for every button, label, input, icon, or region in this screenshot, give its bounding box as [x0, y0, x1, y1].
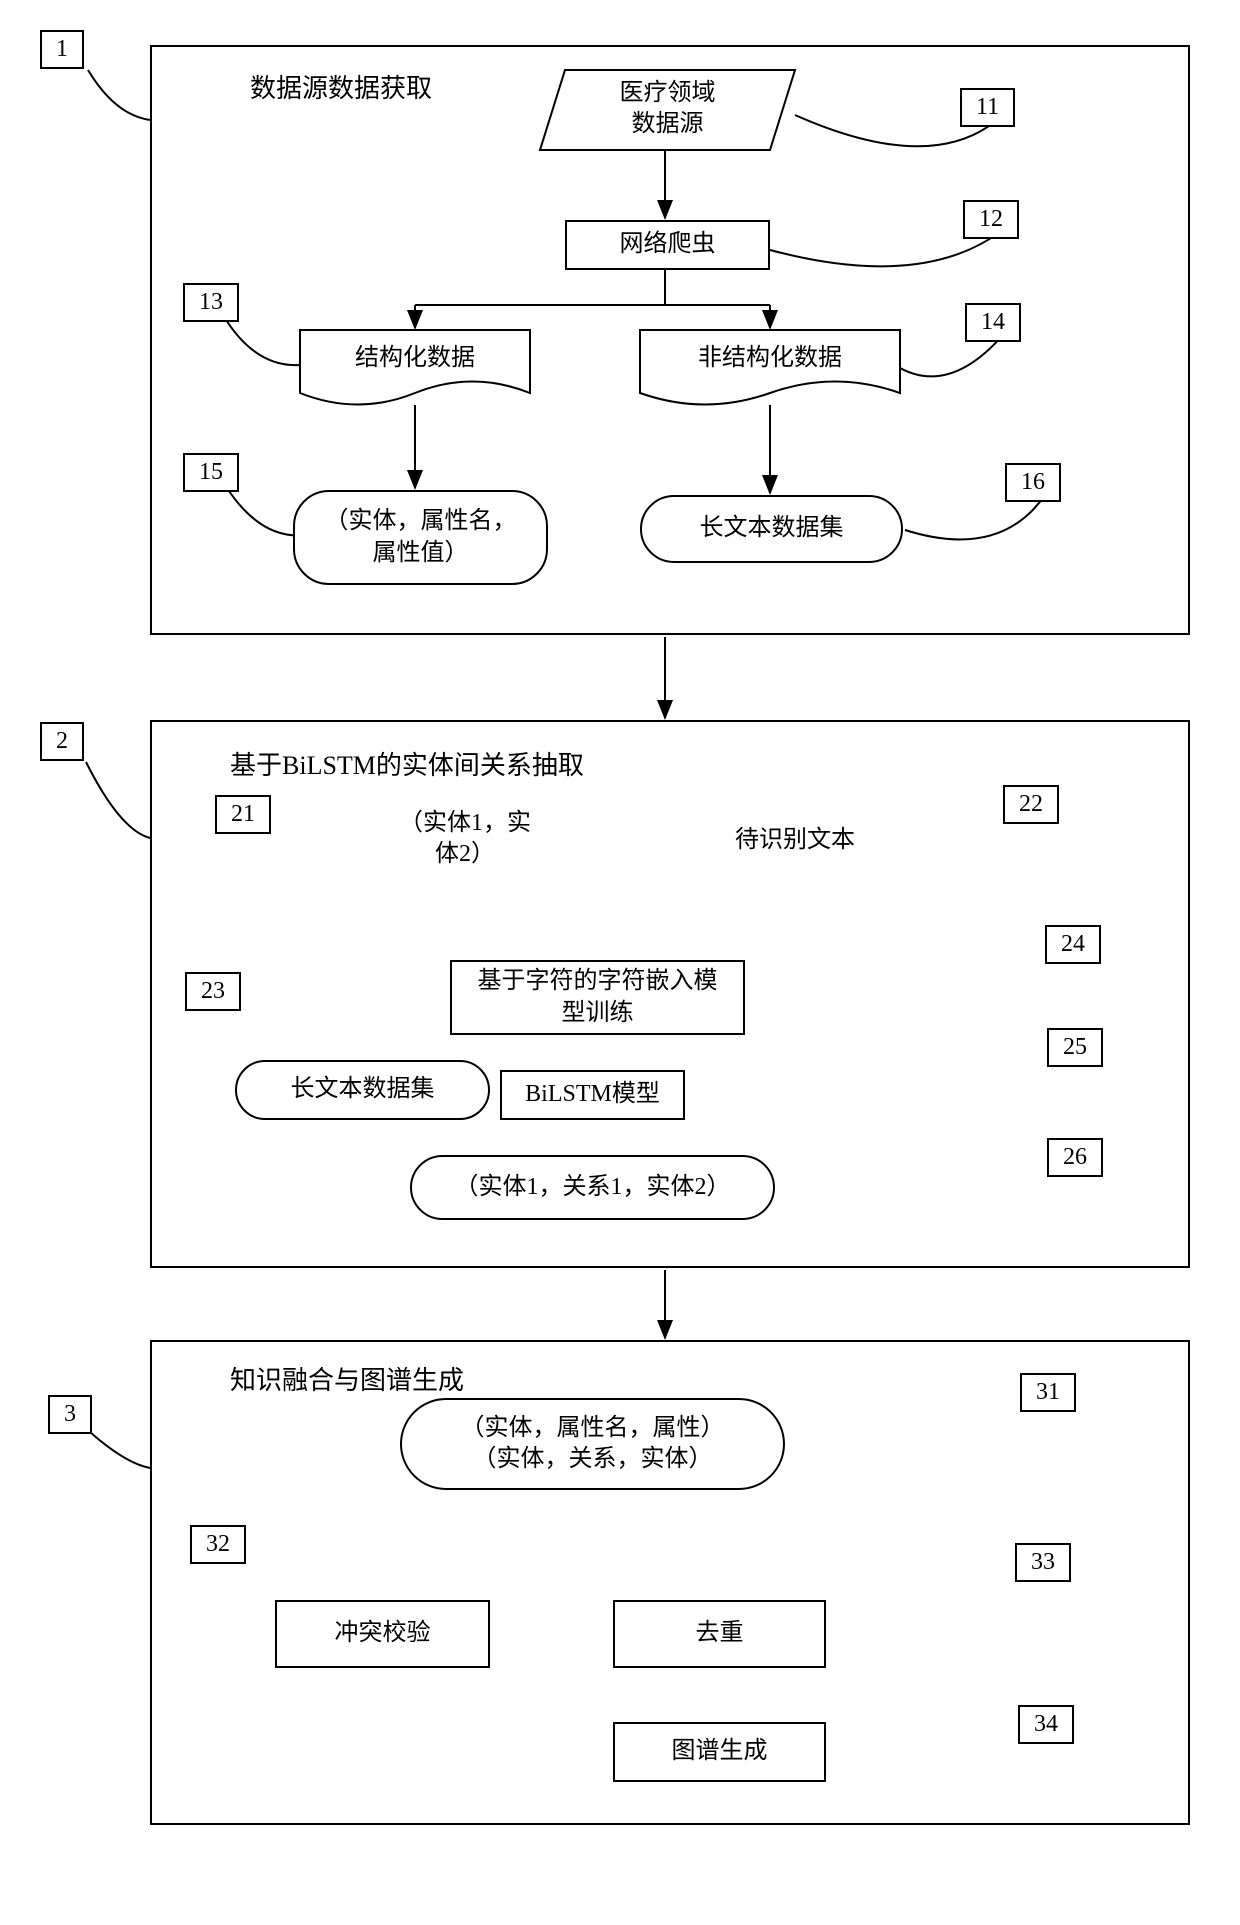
- node-23: 长文本数据集: [235, 1060, 490, 1120]
- section-3-number: 3: [48, 1395, 92, 1434]
- node-32-number: 32: [190, 1525, 246, 1564]
- node-31-number: 31: [1020, 1373, 1076, 1412]
- node-25-number: 25: [1047, 1028, 1103, 1067]
- node-14-label: 非结构化数据: [640, 343, 900, 374]
- node-15-number: 15: [183, 453, 239, 492]
- node-13-label: 结构化数据: [300, 343, 530, 374]
- node-15: （实体，属性名，属性值）: [293, 490, 548, 585]
- node-23-number: 23: [185, 972, 241, 1011]
- node-22-number: 22: [1003, 785, 1059, 824]
- node-32-label: 冲突校验: [335, 1618, 431, 1649]
- node-25-label: BiLSTM模型: [525, 1079, 660, 1110]
- node-25: BiLSTM模型: [500, 1070, 685, 1120]
- section-2-number: 2: [40, 722, 84, 761]
- section-2-title: 基于BiLSTM的实体间关系抽取: [230, 745, 584, 782]
- node-32: 冲突校验: [275, 1600, 490, 1668]
- node-22-label: 待识别文本: [665, 825, 925, 856]
- node-23-label: 长文本数据集: [291, 1074, 435, 1105]
- node-33-label: 去重: [696, 1618, 744, 1649]
- node-31-label: （实体，属性名，属性）（实体，关系，实体）: [461, 1413, 725, 1475]
- node-21-label: （实体1，实体2）: [340, 808, 590, 870]
- node-26-number: 26: [1047, 1138, 1103, 1177]
- node-12: 网络爬虫: [565, 220, 770, 270]
- node-24: 基于字符的字符嵌入模型训练: [450, 960, 745, 1035]
- section-1-title: 数据源数据获取: [250, 68, 432, 105]
- node-21-number: 21: [215, 795, 271, 834]
- node-26: （实体1，关系1，实体2）: [410, 1155, 775, 1220]
- node-16-label: 长文本数据集: [700, 513, 844, 544]
- node-11-number: 11: [960, 88, 1015, 127]
- node-34-number: 34: [1018, 1705, 1074, 1744]
- node-26-label: （实体1，关系1，实体2）: [455, 1172, 731, 1203]
- node-15-label: （实体，属性名，属性值）: [325, 506, 517, 568]
- node-31: （实体，属性名，属性）（实体，关系，实体）: [400, 1398, 785, 1490]
- node-12-label: 网络爬虫: [620, 229, 716, 260]
- node-13-number: 13: [183, 283, 239, 322]
- node-16-number: 16: [1005, 463, 1061, 502]
- node-14-number: 14: [965, 303, 1021, 342]
- node-12-number: 12: [963, 200, 1019, 239]
- node-24-number: 24: [1045, 925, 1101, 964]
- node-33: 去重: [613, 1600, 826, 1668]
- section-3-title: 知识融合与图谱生成: [230, 1360, 464, 1397]
- node-16: 长文本数据集: [640, 495, 903, 563]
- node-34: 图谱生成: [613, 1722, 826, 1782]
- node-24-label: 基于字符的字符嵌入模型训练: [478, 966, 718, 1028]
- node-11-label: 医疗领域数据源: [555, 78, 780, 140]
- node-33-number: 33: [1015, 1543, 1071, 1582]
- node-34-label: 图谱生成: [672, 1736, 768, 1767]
- section-1-number: 1: [40, 30, 84, 69]
